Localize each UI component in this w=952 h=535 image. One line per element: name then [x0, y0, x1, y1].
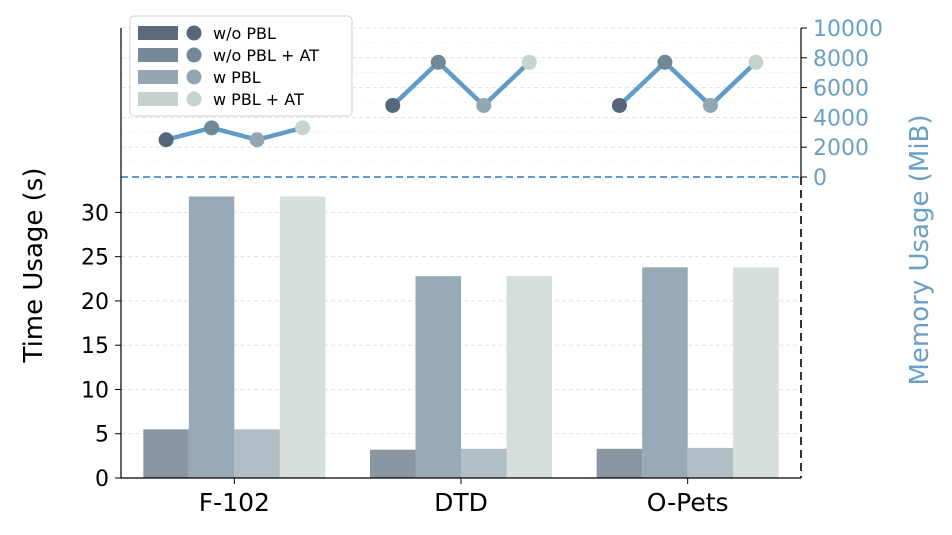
memory-point-w-o-pbl-at [657, 54, 673, 70]
x-tick-label: F-102 [199, 488, 270, 517]
legend-swatch-bar [138, 48, 178, 62]
memory-point-w-o-pbl [385, 97, 401, 113]
legend-swatch-dot [186, 91, 202, 107]
legend-box [129, 15, 353, 117]
bar-w-pbl [234, 429, 280, 478]
bar-w-o-pbl-at [642, 267, 688, 478]
x-tick-label: O-Pets [647, 488, 729, 517]
y-tick-label-memory: 4000 [813, 106, 869, 131]
memory-point-w-pbl [702, 97, 718, 113]
y-tick-label-time: 20 [81, 290, 109, 315]
bar-w-o-pbl [143, 429, 189, 478]
y-axis-title-memory: Memory Usage (MiB) [905, 114, 935, 385]
y-tick-label-time: 10 [81, 378, 109, 403]
y-axis-title-time: Time Usage (s) [19, 168, 49, 364]
legend: w/o PBL w/o PBL + AT w PBL w PBL + AT [129, 15, 353, 117]
memory-point-w-pbl-at [748, 54, 764, 70]
memory-point-w-o-pbl [158, 132, 174, 148]
x-tick-label: DTD [434, 488, 488, 517]
bar-w-o-pbl [596, 448, 643, 478]
legend-label: w/o PBL + AT [213, 46, 319, 65]
bar-w-o-pbl-at [188, 196, 235, 478]
memory-line-layer [158, 54, 764, 148]
memory-point-w-o-pbl [611, 97, 627, 113]
legend-swatch-dot [186, 47, 202, 63]
y-tick-label-time: 0 [95, 467, 109, 492]
bar-w-pbl-at [506, 276, 552, 478]
legend-label: w/o PBL [213, 24, 276, 43]
axes-layer: 0 5 10 15 20 25 30 0 2000 4000 6000 8000 10000 F-102 D… [19, 17, 935, 517]
memory-point-w-pbl-at [521, 54, 537, 70]
memory-line-f-102 [165, 125, 304, 142]
bar-w-pbl [461, 448, 507, 478]
legend-swatch-bar [138, 92, 178, 106]
y-tick-label-memory: 0 [813, 166, 827, 191]
memory-line-dtd [391, 60, 531, 108]
y-tick-label-memory: 6000 [813, 77, 869, 102]
bar-w-pbl [687, 447, 734, 478]
memory-point-w-o-pbl-at [430, 54, 446, 70]
legend-label: w PBL [213, 68, 261, 87]
y-tick-label-memory: 10000 [813, 17, 883, 42]
bar-w-pbl-at [733, 267, 779, 478]
y-tick-label-time: 15 [81, 334, 109, 359]
y-tick-label-memory: 2000 [813, 136, 869, 161]
bar-w-o-pbl-at [415, 276, 461, 478]
y-tick-label-memory: 8000 [813, 47, 869, 72]
memory-point-w-pbl [249, 132, 265, 148]
bar-w-o-pbl [370, 449, 416, 478]
legend-swatch-dot [186, 25, 202, 41]
memory-point-w-o-pbl-at [204, 120, 220, 136]
memory-point-w-pbl-at [295, 120, 311, 136]
bar-w-pbl-at [279, 196, 326, 478]
memory-line-o-pets [617, 60, 758, 108]
y-tick-label-time: 30 [81, 201, 109, 226]
memory-point-w-pbl [476, 97, 492, 113]
legend-swatch-dot [186, 69, 202, 85]
legend-swatch-bar [138, 70, 178, 84]
legend-swatch-bar [138, 26, 178, 40]
legend-label: w PBL + AT [213, 90, 304, 109]
y-tick-label-time: 25 [81, 246, 109, 271]
y-tick-label-time: 5 [95, 423, 109, 448]
bar-layer [143, 196, 779, 478]
